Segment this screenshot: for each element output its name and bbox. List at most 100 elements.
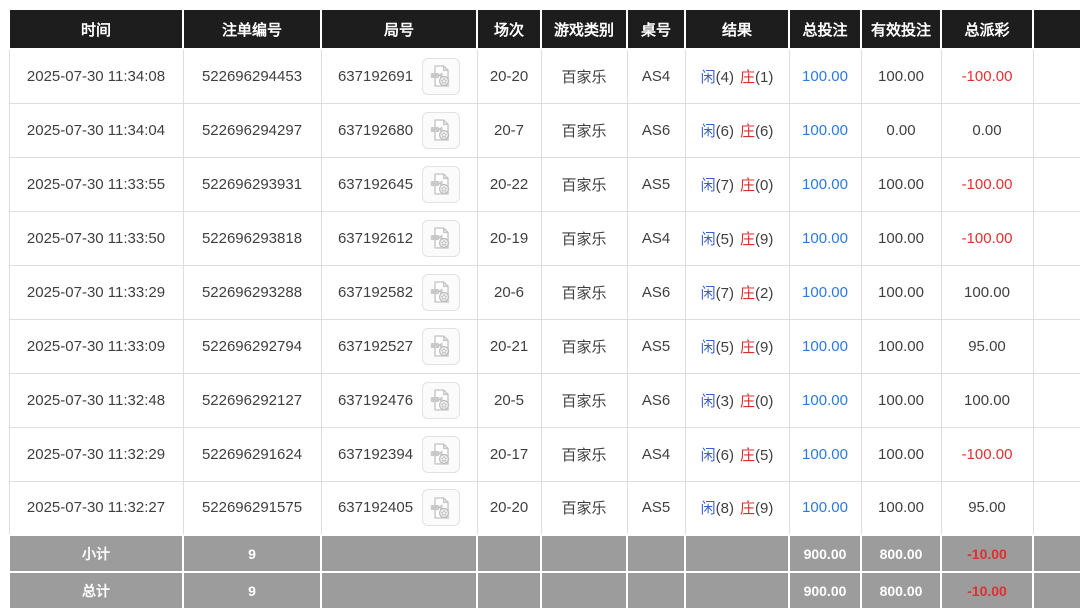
cell-time: 2025-07-30 11:32:48	[8, 372, 184, 428]
cell-game-type: 百家乐	[540, 426, 628, 482]
video-replay-button[interactable]	[422, 435, 461, 473]
header-game-type: 游戏类别	[540, 8, 628, 50]
round-number: 637192527	[337, 337, 414, 355]
cell-bet-id: 522696293288	[182, 264, 322, 320]
cell-result: 闲(5) 庄(9)	[684, 210, 790, 266]
cell-time: 2025-07-30 11:32:29	[8, 426, 184, 482]
cell-session: 20-21	[476, 318, 542, 374]
grand-total-label: 总计	[8, 571, 184, 609]
table-row: 2025-07-30 11:33:09 522696292794 637192527…	[8, 318, 1080, 374]
cell-round-id: 637192476	[320, 372, 478, 428]
video-replay-button[interactable]	[422, 489, 461, 527]
banker-result: 庄	[740, 68, 756, 86]
cell-time: 2025-07-30 11:34:04	[8, 102, 184, 158]
cell-table-no: AS5	[626, 480, 686, 536]
cell-game-type: 百家乐	[540, 372, 628, 428]
cell-result: 闲(4) 庄(1)	[684, 48, 790, 104]
video-replay-button[interactable]	[422, 111, 461, 149]
cell-session: 20-17	[476, 426, 542, 482]
cell-round-id: 637192691	[320, 48, 478, 104]
player-result: 闲	[700, 284, 716, 302]
cell-valid-bet: 100.00	[860, 318, 942, 374]
total-bet-link[interactable]: 100.00	[802, 283, 848, 301]
round-number: 637192394	[337, 445, 414, 463]
video-replay-button[interactable]	[422, 165, 461, 203]
video-file-icon	[430, 227, 450, 249]
banker-score: (9)	[755, 338, 774, 356]
cell-payout: -100.00	[940, 156, 1034, 212]
player-result: 闲	[700, 68, 716, 86]
video-replay-button[interactable]	[422, 219, 461, 257]
cell-table-no: AS4	[626, 210, 686, 266]
subtotal-count: 9	[182, 534, 322, 573]
header-session: 场次	[476, 8, 542, 50]
video-replay-button[interactable]	[422, 273, 461, 311]
banker-result: 庄	[740, 176, 756, 194]
banker-score: (9)	[755, 500, 774, 518]
total-bet-link[interactable]: 100.00	[802, 445, 848, 463]
cell-game-type: 百家乐	[540, 48, 628, 104]
cell-extra	[1032, 426, 1080, 482]
video-replay-button[interactable]	[422, 381, 461, 419]
cell-result: 闲(3) 庄(0)	[684, 372, 790, 428]
cell-session: 20-20	[476, 48, 542, 104]
player-result: 闲	[700, 446, 716, 464]
cell-extra	[1032, 102, 1080, 158]
cell-total-bet: 100.00	[788, 264, 862, 320]
total-bet-link[interactable]: 100.00	[802, 499, 848, 517]
grand-total-count: 9	[182, 571, 322, 609]
cell-extra	[1032, 210, 1080, 266]
table-body: 2025-07-30 11:34:08 522696294453 637192691…	[8, 48, 1080, 536]
cell-bet-id: 522696291624	[182, 426, 322, 482]
cell-total-bet: 100.00	[788, 480, 862, 536]
player-score: (7)	[715, 176, 734, 194]
table-header: 时间 注单编号 局号 场次 游戏类别 桌号 结果 总投注 有效投注 总派彩	[8, 8, 1080, 50]
subtotal-total-bet: 900.00	[788, 534, 862, 573]
cell-extra	[1032, 48, 1080, 104]
banker-score: (5)	[755, 446, 774, 464]
round-number: 637192405	[337, 499, 414, 517]
total-bet-link[interactable]: 100.00	[802, 391, 848, 409]
video-replay-button[interactable]	[422, 57, 461, 95]
cell-extra	[1032, 480, 1080, 536]
cell-game-type: 百家乐	[540, 210, 628, 266]
cell-game-type: 百家乐	[540, 318, 628, 374]
cell-round-id: 637192680	[320, 102, 478, 158]
total-bet-link[interactable]: 100.00	[802, 175, 848, 193]
table-row: 2025-07-30 11:33:50 522696293818 637192612…	[8, 210, 1080, 266]
cell-session: 20-6	[476, 264, 542, 320]
header-total-bet: 总投注	[788, 8, 862, 50]
player-result: 闲	[700, 230, 716, 248]
subtotal-payout: -10.00	[940, 534, 1034, 573]
player-score: (6)	[715, 122, 734, 140]
cell-valid-bet: 100.00	[860, 264, 942, 320]
video-replay-button[interactable]	[422, 327, 461, 365]
round-number: 637192612	[337, 229, 414, 247]
grand-total-row: 总计 9 900.00 800.00 -10.00	[8, 571, 1080, 609]
total-bet-link[interactable]: 100.00	[802, 67, 848, 85]
banker-result: 庄	[740, 230, 756, 248]
cell-round-id: 637192527	[320, 318, 478, 374]
total-bet-link[interactable]: 100.00	[802, 229, 848, 247]
cell-time: 2025-07-30 11:32:27	[8, 480, 184, 536]
table-footer: 小计 9 900.00 800.00 -10.00 总计 9	[8, 534, 1080, 609]
cell-total-bet: 100.00	[788, 210, 862, 266]
banker-result: 庄	[740, 392, 756, 410]
total-bet-link[interactable]: 100.00	[802, 337, 848, 355]
cell-result: 闲(7) 庄(2)	[684, 264, 790, 320]
cell-result: 闲(7) 庄(0)	[684, 156, 790, 212]
cell-table-no: AS6	[626, 372, 686, 428]
header-round-id: 局号	[320, 8, 478, 50]
table-row: 2025-07-30 11:34:04 522696294297 637192680…	[8, 102, 1080, 158]
cell-extra	[1032, 156, 1080, 212]
banker-score: (0)	[755, 392, 774, 410]
total-bet-link[interactable]: 100.00	[802, 121, 848, 139]
cell-session: 20-19	[476, 210, 542, 266]
cell-payout: -100.00	[940, 48, 1034, 104]
cell-payout: 95.00	[940, 318, 1034, 374]
cell-round-id: 637192394	[320, 426, 478, 482]
cell-result: 闲(6) 庄(5)	[684, 426, 790, 482]
cell-game-type: 百家乐	[540, 102, 628, 158]
video-file-icon	[430, 497, 450, 519]
